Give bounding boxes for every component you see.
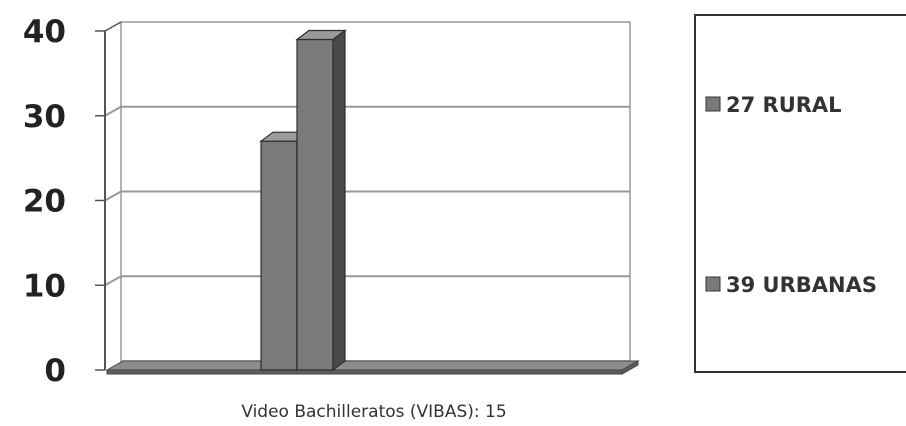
legend-label-urbanas: 39 URBANAS <box>726 273 877 297</box>
floor-top <box>105 360 640 371</box>
legend: 27 RURAL 39 URBANAS <box>694 14 906 373</box>
legend-item-rural: 27 RURAL <box>705 93 842 117</box>
bar-top <box>295 29 347 41</box>
legend-box <box>694 14 906 373</box>
bar-urbanas <box>295 29 347 372</box>
legend-swatch-rural <box>705 96 721 112</box>
gridline-side <box>104 275 122 287</box>
y-tick-label: 0 <box>44 353 66 389</box>
legend-item-urbanas: 39 URBANAS <box>705 273 877 297</box>
y-tick-label: 20 <box>23 184 66 220</box>
gridline-side <box>104 190 122 202</box>
y-tick-label: 30 <box>23 99 66 135</box>
legend-label-rural: 27 RURAL <box>726 93 842 117</box>
x-axis-label: Video Bachilleratos (VIBAS): 15 <box>241 402 506 422</box>
bars <box>259 29 347 372</box>
y-tick-label: 10 <box>23 268 66 304</box>
floor-front <box>106 369 623 375</box>
side-wall-top <box>104 21 122 32</box>
bar-front <box>260 140 298 371</box>
bar-front <box>296 38 334 371</box>
gridline-side <box>104 105 122 117</box>
legend-swatch-urbanas <box>705 276 721 292</box>
y-axis-ticks: 0 10 20 30 40 <box>23 14 105 389</box>
plot-area <box>104 21 631 370</box>
chart-floor <box>105 360 640 375</box>
bar-side <box>332 29 346 372</box>
y-tick-label: 40 <box>23 14 66 50</box>
